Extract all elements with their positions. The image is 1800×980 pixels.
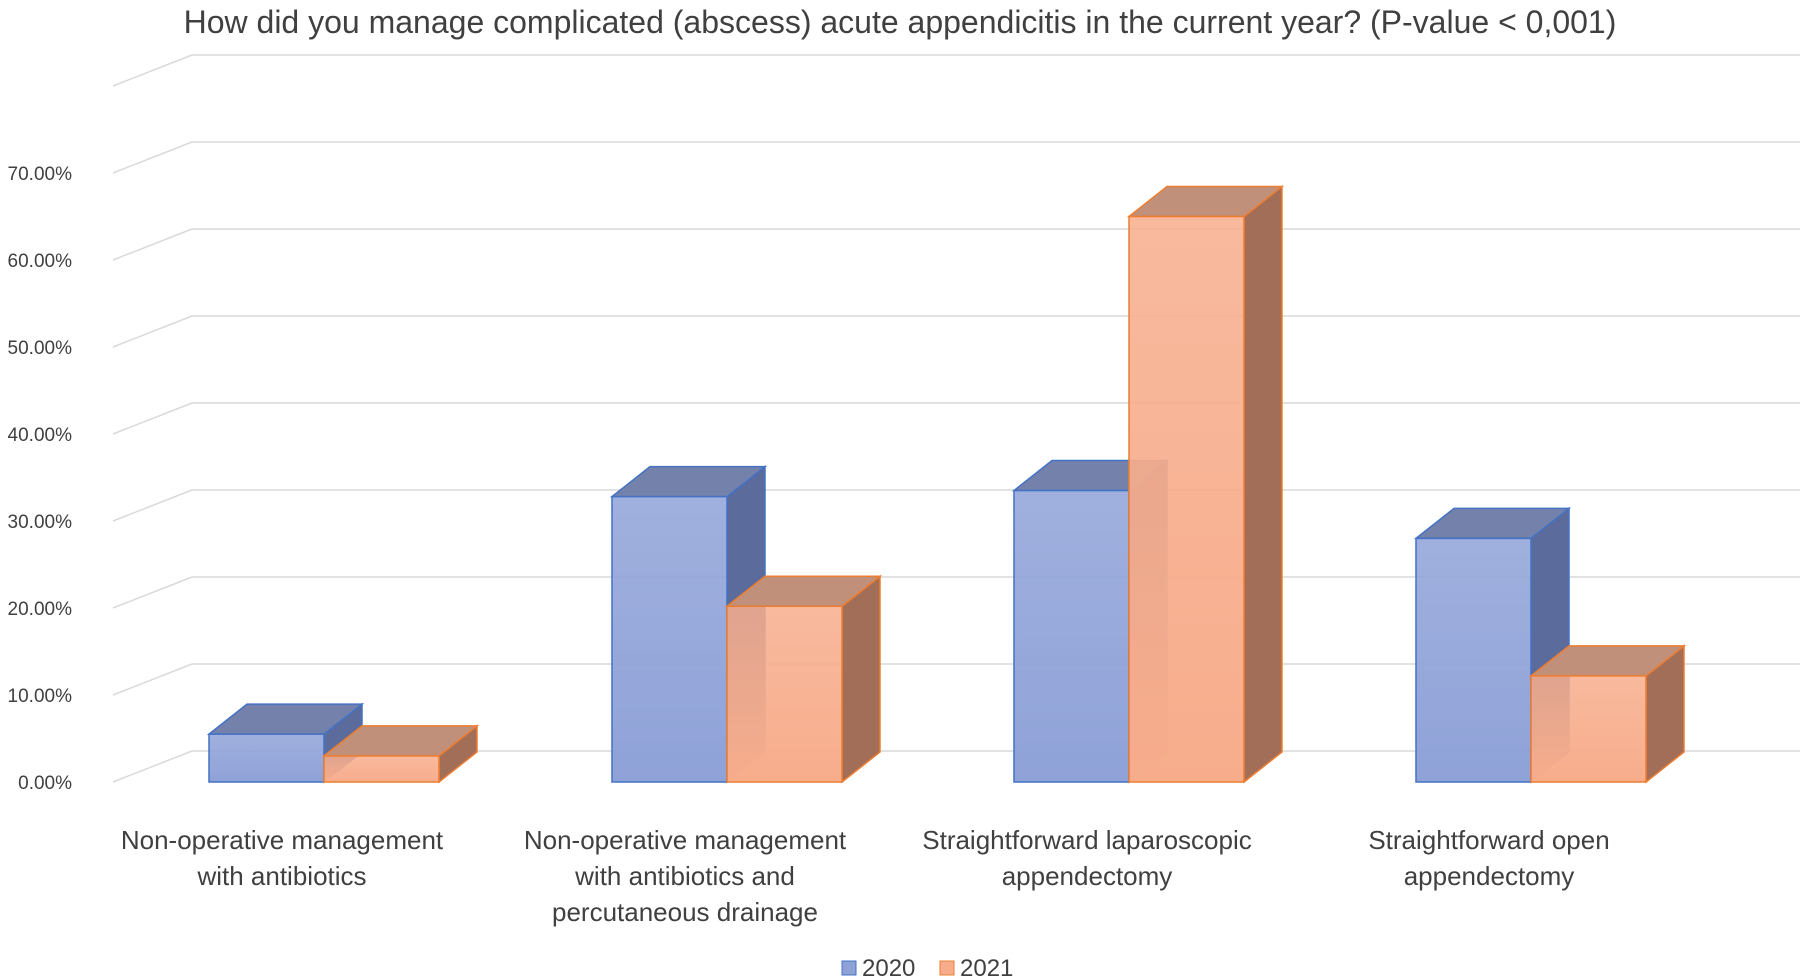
- legend-label: 2021: [960, 955, 1013, 980]
- bar-front: [323, 755, 440, 783]
- bar-2021-1: [321, 724, 480, 784]
- y-tick-label: 20.00%: [8, 599, 73, 620]
- bar-side: [1243, 184, 1283, 784]
- gridlines: [112, 54, 1800, 783]
- y-tick-label: 50.00%: [8, 338, 73, 359]
- bar-2021-3: [1126, 184, 1285, 784]
- bar-2021-2: [724, 574, 883, 784]
- legend-item-2020: 2020: [841, 955, 915, 980]
- category-label: Straightforward laparoscopic: [922, 825, 1252, 855]
- legend-item-2021: 2021: [939, 955, 1013, 980]
- category-labels: Non-operative management with antibiotics…: [121, 825, 1610, 927]
- legend: 2020 2021: [841, 955, 1013, 980]
- legend-label: 2020: [862, 955, 915, 980]
- y-tick-label: 60.00%: [8, 251, 73, 272]
- gridline-depth: [112, 315, 193, 348]
- legend-swatch: [939, 960, 955, 976]
- bar-side: [841, 574, 881, 784]
- legend-swatch: [841, 960, 857, 976]
- category-label: appendectomy: [1002, 861, 1173, 891]
- bar-front: [1013, 489, 1130, 783]
- gridline-depth: [112, 228, 193, 261]
- gridline-depth: [112, 750, 193, 783]
- y-axis-ticks: 0.00% 10.00% 20.00% 30.00% 40.00% 50.00% 60.00…: [8, 164, 73, 794]
- category-label: Non-operative management: [121, 825, 444, 855]
- gridline-depth: [112, 54, 193, 87]
- bar-front: [1415, 537, 1532, 783]
- y-tick-label: 70.00%: [8, 164, 73, 185]
- bar-front: [611, 495, 728, 783]
- gridline-depth: [112, 576, 193, 609]
- category-label: percutaneous drainage: [552, 897, 818, 927]
- category-label: appendectomy: [1404, 861, 1575, 891]
- bar-front: [1530, 675, 1647, 783]
- bars: [206, 184, 1687, 784]
- category-label: Non-operative management: [524, 825, 847, 855]
- y-tick-label: 10.00%: [8, 686, 73, 707]
- chart-title: How did you manage complicated (abscess)…: [183, 4, 1617, 40]
- gridline-depth: [112, 402, 193, 435]
- bar-front: [1128, 215, 1245, 783]
- bar-front: [208, 733, 325, 783]
- gridline-depth: [112, 663, 193, 696]
- category-label: Straightforward open: [1368, 825, 1609, 855]
- bar-front: [726, 605, 843, 783]
- gridline-depth: [112, 489, 193, 522]
- gridline-depth: [112, 141, 193, 174]
- category-label: with antibiotics and: [574, 861, 795, 891]
- y-tick-label: 40.00%: [8, 425, 73, 446]
- y-tick-label: 30.00%: [8, 512, 73, 533]
- bar-2021-4: [1528, 644, 1687, 784]
- category-label: with antibiotics: [196, 861, 366, 891]
- y-tick-label: 0.00%: [18, 773, 72, 794]
